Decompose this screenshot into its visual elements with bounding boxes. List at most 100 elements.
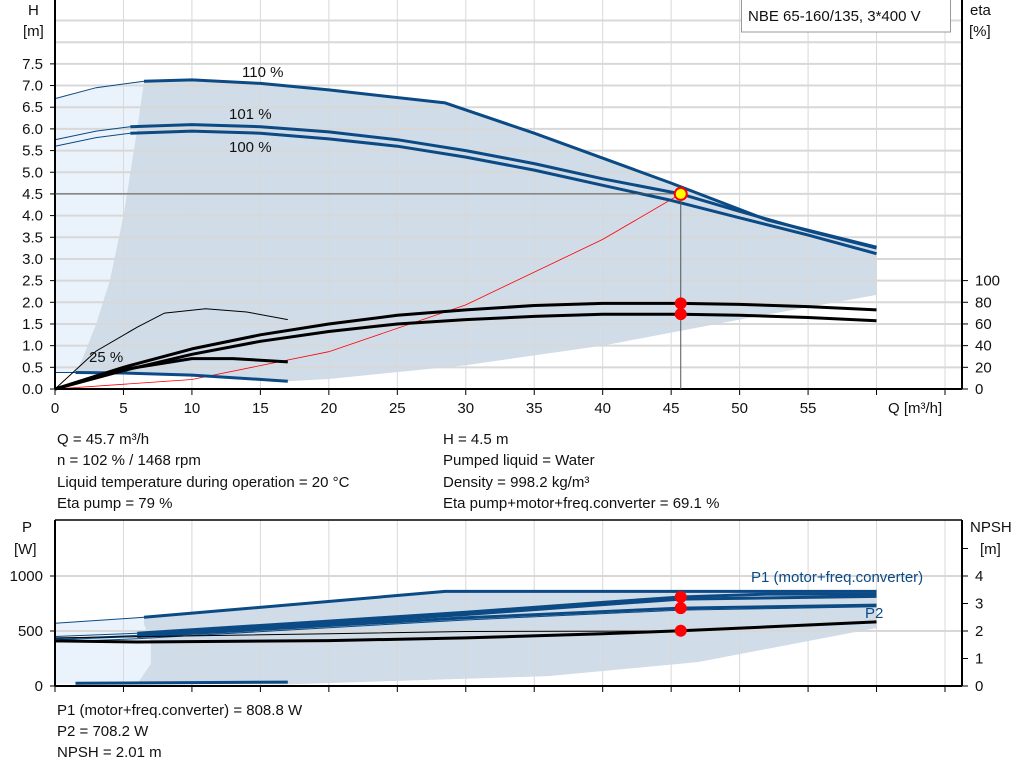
light-range-region	[55, 81, 144, 373]
eta-axis-unit: [%]	[969, 23, 991, 40]
series-line	[54, 357, 288, 391]
series-line-thin	[54, 616, 145, 624]
y-tick-label: 1000	[10, 568, 43, 585]
info-p1: P1 (motor+freq.converter) = 808.8 W	[57, 702, 303, 719]
y-right-tick-label: 40	[975, 338, 992, 355]
series-line	[54, 301, 877, 391]
series-line	[137, 592, 877, 635]
series-line-thin	[54, 606, 877, 643]
y-right-tick-label: 1	[975, 651, 983, 668]
y-right-tick-label: 20	[975, 359, 992, 376]
info-speed: n = 102 % / 1468 rpm	[57, 452, 201, 469]
series-line	[54, 620, 877, 644]
x-tick-label: 15	[252, 400, 269, 417]
info-eta-pump: Eta pump = 79 %	[57, 495, 173, 512]
h-axis-label: H	[28, 2, 39, 19]
series-line	[75, 680, 288, 685]
h-axis-unit: [m]	[23, 23, 44, 40]
y-right-tick-label: 0	[975, 678, 983, 695]
series-line	[137, 594, 877, 637]
y-tick-label: 6.0	[22, 121, 43, 138]
p1-marker	[674, 591, 687, 604]
y-right-tick-label: 100	[975, 273, 1000, 290]
system-curve	[54, 193, 681, 390]
y-tick-label: 4.0	[22, 208, 43, 225]
curve-label-p1: P1 (motor+freq.converter)	[751, 569, 923, 586]
x-tick-label: 30	[457, 400, 474, 417]
npsh-axis-label: NPSH	[970, 519, 1012, 536]
y-tick-label: 3.5	[22, 229, 43, 246]
y-tick-label: 7.5	[22, 56, 43, 73]
info-h: H = 4.5 m	[443, 431, 509, 448]
x-tick-label: 45	[663, 400, 680, 417]
x-tick-label: 5	[119, 400, 127, 417]
info-density: Density = 998.2 kg/m³	[443, 474, 590, 491]
y-tick-label: 2.5	[22, 273, 43, 290]
curve-label-100: 100 %	[229, 139, 272, 156]
p-axis-label: P	[22, 519, 32, 536]
series-line-thin	[54, 632, 138, 637]
series-line	[75, 371, 288, 383]
q-axis-label: Q [m³/h]	[888, 400, 942, 417]
series-line-thin	[54, 126, 131, 141]
y-right-tick-label: 3	[975, 596, 983, 613]
y-right-tick-label: 80	[975, 294, 992, 311]
y-tick-label: 0.5	[22, 359, 43, 376]
info-q: Q = 45.7 m³/h	[57, 431, 150, 448]
title-box-text: NBE 65-160/135, 3*400 V	[748, 8, 921, 25]
series-line	[137, 603, 877, 638]
y-right-tick-label: 2	[975, 623, 983, 640]
x-tick-label: 40	[594, 400, 611, 417]
curve-label-p2: P2	[865, 605, 883, 622]
y-tick-label: 4.5	[22, 186, 43, 203]
x-tick-label: 55	[800, 400, 817, 417]
info-npsh: NPSH = 2.01 m	[57, 744, 162, 761]
y-tick-label: 5.0	[22, 164, 43, 181]
info-p2: P2 = 708.2 W	[57, 723, 149, 740]
series-line	[54, 312, 877, 391]
x-tick-label: 20	[321, 400, 338, 417]
series-line	[130, 123, 877, 250]
y-tick-label: 5.5	[22, 143, 43, 160]
info-eta-total: Eta pump+motor+freq.converter = 69.1 %	[443, 495, 720, 512]
light-range-region	[55, 617, 151, 684]
y-tick-label: 500	[18, 623, 43, 640]
y-tick-label: 2.0	[22, 294, 43, 311]
x-tick-label: 10	[184, 400, 201, 417]
x-tick-label: 25	[389, 400, 406, 417]
x-tick-label: 0	[51, 400, 59, 417]
eta-axis-label: eta	[970, 2, 992, 19]
series-line	[143, 589, 877, 619]
title-box	[741, 0, 951, 33]
p-axis-unit: [W]	[14, 541, 37, 558]
y-tick-label: 7.0	[22, 78, 43, 95]
series-line-thin	[54, 308, 288, 390]
eta-pump-marker	[674, 297, 687, 310]
y-tick-label: 0.0	[22, 381, 43, 398]
y-tick-label: 1.0	[22, 338, 43, 355]
p2-marker	[674, 602, 687, 615]
npsh-axis-unit: [m]	[980, 541, 1001, 558]
x-tick-label: 50	[731, 400, 748, 417]
x-tick-label: 35	[526, 400, 543, 417]
npsh-marker	[674, 624, 687, 637]
y-right-tick-label: 4	[975, 568, 983, 585]
y-tick-label: 3.0	[22, 251, 43, 268]
curve-label-25: 25 %	[89, 349, 123, 366]
info-temperature: Liquid temperature during operation = 20…	[57, 474, 350, 491]
curve-label-110: 110 %	[242, 64, 283, 81]
series-line-thin	[54, 630, 681, 639]
eta-total-marker	[674, 308, 687, 321]
series-line-thin	[54, 80, 145, 100]
y-tick-label: 6.5	[22, 99, 43, 116]
series-line-thin	[54, 132, 131, 147]
operating-point-marker	[673, 186, 688, 201]
series-line	[130, 129, 877, 256]
series-line	[143, 78, 877, 249]
curve-label-101: 101 %	[229, 106, 272, 123]
info-liquid: Pumped liquid = Water	[443, 452, 595, 469]
y-tick-label: 0	[35, 678, 43, 695]
y-right-tick-label: 0	[975, 381, 983, 398]
y-right-tick-label: 60	[975, 316, 992, 333]
